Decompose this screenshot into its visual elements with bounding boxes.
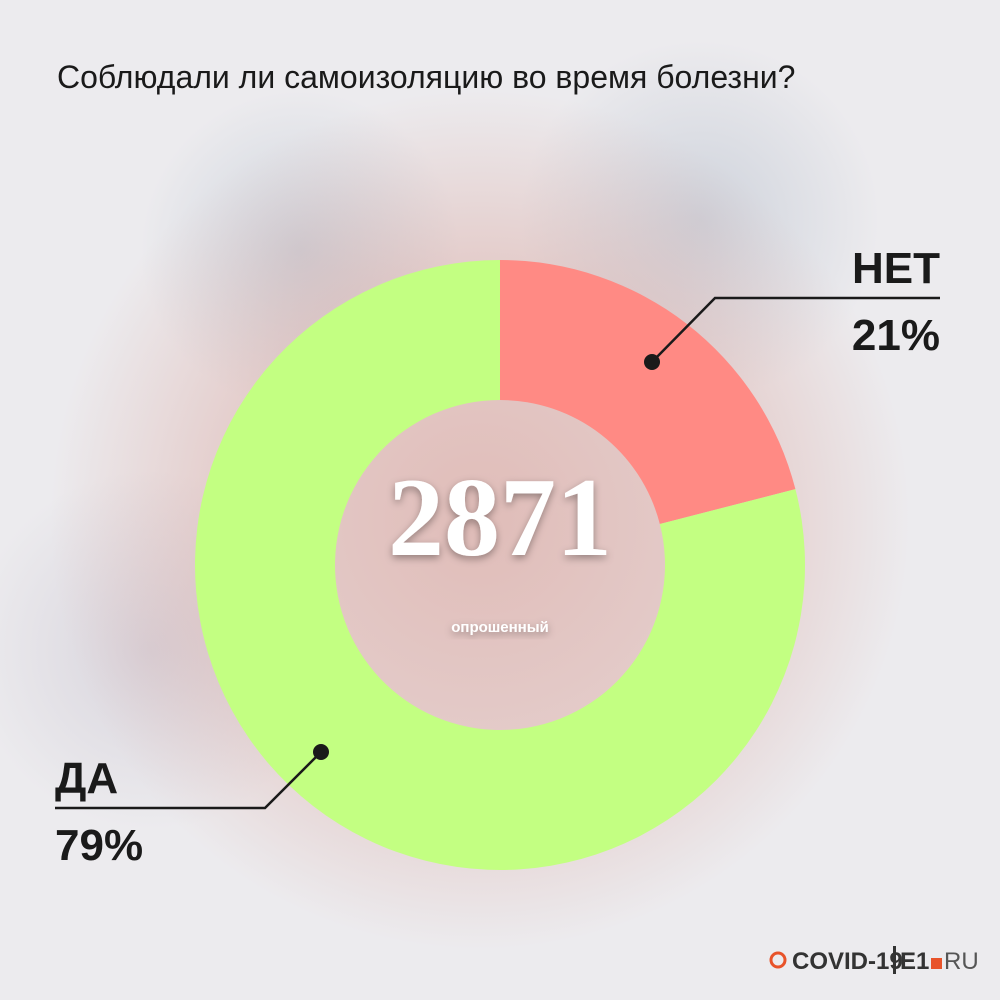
brand-dot	[931, 958, 942, 969]
total: 2871	[388, 456, 612, 580]
slice	[500, 260, 796, 524]
chart-title: Соблюдали ли самоизоляцию во время болез…	[57, 59, 795, 95]
brand-ru: RU	[944, 948, 979, 975]
leader-line	[55, 751, 322, 810]
brand-separator	[893, 946, 896, 974]
leader-dot	[313, 744, 329, 760]
brand-icon	[769, 951, 787, 969]
category-label: ДА	[55, 754, 118, 803]
total-label: опрошенный	[451, 619, 549, 636]
value-label: 21%	[852, 311, 940, 360]
leader-dot	[644, 354, 660, 370]
value-label: 79%	[55, 821, 143, 870]
category-label: НЕТ	[852, 244, 940, 293]
brand: COVID-19 E1 RU	[769, 946, 979, 975]
brand-e1: E1	[900, 948, 929, 975]
leader-line	[651, 296, 940, 363]
brand-covid: COVID-19	[792, 948, 903, 975]
donut	[194, 260, 805, 870]
slice	[194, 260, 805, 870]
